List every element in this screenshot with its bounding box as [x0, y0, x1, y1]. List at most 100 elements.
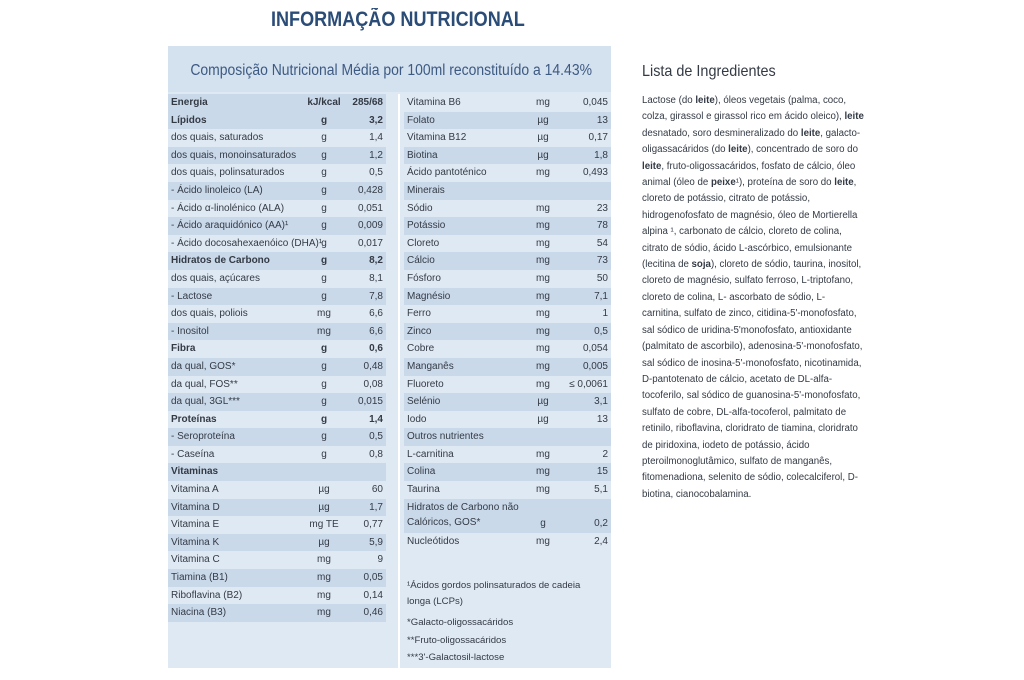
table-row: Vitamina E mg TE 0,77 — [168, 516, 386, 534]
table-row: Magnésio mg 7,1 — [404, 287, 611, 306]
table-row: Taurina mg 5,1 — [404, 481, 611, 499]
nutrient-value: 2 — [602, 448, 608, 460]
nutrient-value: 0,493 — [582, 167, 608, 179]
nutrient-value: 0,46 — [363, 607, 383, 619]
table-row: Zinco mg 0,5 — [404, 322, 611, 341]
nutrient-label: da qual, FOS** — [171, 378, 238, 390]
nutrient-value: 1,2 — [369, 149, 383, 161]
table-row: Minerais — [404, 181, 611, 200]
nutrient-unit: mg — [536, 308, 550, 320]
nutrient-unit: g — [321, 272, 327, 284]
nutrient-label: Tiamina (B1) — [171, 572, 228, 584]
nutrient-unit: µg — [537, 396, 549, 408]
nutrient-label: Cobre — [407, 343, 435, 355]
table-row: Hidratos de Carbono g 8,2 — [168, 252, 386, 270]
nutrient-label: Potássio — [407, 220, 446, 232]
nutrient-unit: g — [321, 202, 327, 214]
table-row: - Lactose g 7,8 — [168, 287, 386, 306]
nutrient-unit: mg — [536, 448, 550, 460]
nutrient-label: Folato — [407, 114, 435, 126]
nutrient-value: 1,4 — [369, 132, 383, 144]
nutrient-value: 2,4 — [594, 535, 608, 547]
nutrient-unit: mg — [536, 325, 550, 337]
nutrient-value: 60 — [371, 484, 383, 496]
table-row: Manganês mg 0,005 — [404, 357, 611, 376]
nutrient-label: - Ácido α-linolénico (ALA) — [171, 202, 285, 214]
nutrient-value: 0,054 — [582, 343, 608, 355]
ingredient-text: ), óleos vegetais (palma, coco, colza, g… — [642, 95, 847, 123]
ingredient-text: desnatado, soro desmineralizado do — [642, 127, 801, 139]
nutrient-label: Vitaminas — [171, 466, 219, 478]
nutrient-label: Fibra — [171, 343, 196, 355]
nutrient-label: Manganês — [407, 360, 454, 372]
nutrient-label: da qual, 3GL*** — [171, 396, 240, 408]
allergen-text: leite — [800, 127, 821, 139]
nutrient-value: 13 — [596, 114, 608, 126]
nutrient-label: dos quais, poliois — [171, 308, 248, 320]
table-row: dos quais, monoinsaturados g 1,2 — [168, 146, 386, 165]
nutrient-label: - Lactose — [171, 290, 213, 302]
nutrient-unit: g — [321, 396, 327, 408]
nutrient-unit: mg — [536, 378, 550, 390]
nutrient-value: 50 — [596, 272, 608, 284]
nutrient-label: dos quais, saturados — [171, 132, 264, 144]
table-row: Vitamina C mg 9 — [168, 551, 386, 569]
nutrient-value: 1,8 — [594, 149, 608, 161]
nutrient-value: 54 — [596, 237, 608, 249]
nutrient-label: L-carnitina — [407, 448, 454, 460]
nutrient-unit: mg — [536, 360, 550, 372]
nutrient-unit: g — [321, 448, 327, 460]
table-row: Cobre mg 0,054 — [404, 340, 611, 358]
nutrient-unit: mg — [536, 220, 550, 232]
table-row: Iodo µg 13 — [404, 411, 611, 429]
footnote-gos: *Galacto-oligossacáridos — [407, 617, 514, 628]
nutrient-unit: g — [321, 184, 327, 196]
table-row: dos quais, poliois mg 6,6 — [168, 305, 386, 323]
nutrient-label: Vitamina B12 — [407, 132, 467, 144]
nutrient-label: - Ácido araquidónico (AA)¹ — [171, 220, 289, 232]
nutrient-unit: mg — [536, 290, 550, 302]
table-row: Proteínas g 1,4 — [168, 411, 386, 429]
footnote-3gl: ***3'-Galactosil-lactose — [407, 652, 505, 664]
nutrient-value: 9 — [377, 554, 383, 566]
nutrient-value: 7,1 — [594, 290, 608, 302]
table-row: Lípidos g 3,2 — [168, 111, 386, 130]
nutrient-value: 0,48 — [363, 360, 383, 372]
nutrient-unit: mg — [317, 589, 331, 601]
nutrient-label: Riboflavina (B2) — [171, 589, 243, 601]
nutrient-label: - Inositol — [171, 325, 209, 337]
nutrient-label: Iodo — [407, 413, 427, 425]
nutrient-value: 0,5 — [369, 167, 383, 179]
nutrient-label: Vitamina A — [171, 484, 219, 496]
nutrient-unit: mg — [536, 202, 550, 214]
nutrient-unit: mg — [536, 167, 550, 179]
nutrient-label: - Ácido linoleico (LA) — [171, 184, 263, 196]
ingredient-text: ¹), proteína de soro do — [735, 177, 835, 189]
nutrient-label: Cloreto — [407, 237, 440, 249]
nutrient-value: 0,17 — [588, 132, 608, 144]
table-row: L-carnitina mg 2 — [404, 446, 611, 464]
nutrient-value: 285/68 — [352, 97, 383, 108]
nutrient-label: - Caseína — [171, 448, 215, 460]
nutrient-value: 8,1 — [369, 272, 383, 284]
ingredient-text: , cloreto de potássio, citrato de potáss… — [642, 177, 858, 271]
allergen-text: soja — [691, 259, 711, 271]
nutrient-unit: g — [321, 378, 327, 390]
nutrient-label: Fósforo — [407, 272, 441, 284]
table-row: Vitamina A µg 60 — [168, 481, 386, 499]
nutrient-unit: mg — [536, 97, 550, 108]
table-row: Cloreto mg 54 — [404, 235, 611, 253]
table-row: Potássio mg 78 — [404, 217, 611, 235]
ingredient-text: ), concentrado de soro do — [747, 144, 858, 156]
nutrient-unit: µg — [318, 484, 330, 496]
nutrient-value: 0,045 — [582, 97, 608, 108]
nutrition-table-left-column: Energia kJ/kcal 285/68 Lípidos g 3,2 dos quais… — [168, 94, 386, 622]
nutrient-unit: g — [320, 343, 328, 355]
table-row: - Ácido α-linolénico (ALA) g 0,051 — [168, 200, 386, 218]
column-divider — [398, 94, 400, 668]
nutrient-value: 73 — [596, 255, 608, 267]
nutrient-label: Sódio — [407, 202, 433, 214]
nutrient-value: 0,5 — [369, 431, 383, 443]
nutrient-value: ≤ 0,0061 — [569, 378, 608, 390]
table-row: Biotina µg 1,8 — [404, 146, 611, 165]
